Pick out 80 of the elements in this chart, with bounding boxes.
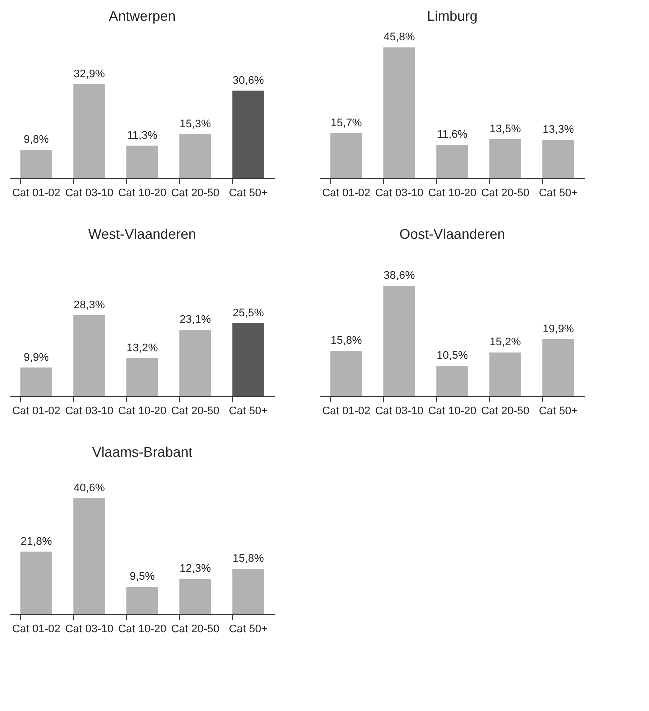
bar — [20, 552, 52, 614]
x-tick-label: Cat 10-20 — [118, 406, 167, 418]
data-label: 30,6% — [232, 74, 264, 87]
data-label: 9,8% — [24, 134, 50, 146]
x-tick-label: Cat 01-02 — [322, 188, 371, 200]
data-label: 15,3% — [180, 118, 212, 130]
bar — [180, 134, 212, 178]
x-tick-label: Cat 01-02 — [12, 188, 61, 200]
bar — [20, 368, 52, 396]
data-label: 10,5% — [436, 350, 468, 362]
x-tick-label: Cat 03-10 — [375, 188, 424, 200]
x-tick-label: Cat 20-50 — [481, 188, 530, 200]
data-label: 13,3% — [542, 124, 574, 136]
data-label: 15,2% — [490, 336, 522, 349]
data-label: 40,6% — [74, 482, 106, 494]
bar — [436, 144, 468, 178]
data-label: 15,8% — [232, 553, 264, 566]
x-tick-label: Cat 03-10 — [375, 406, 424, 418]
x-tick-label: Cat 10-20 — [118, 624, 167, 636]
chart-title: Oost-Vlaanderen — [400, 226, 506, 242]
x-tick-label: Cat 03-10 — [65, 188, 114, 200]
data-label: 13,2% — [126, 342, 158, 354]
data-label: 13,5% — [490, 124, 522, 136]
x-tick-label: Cat 03-10 — [65, 406, 114, 418]
data-label: 9,5% — [130, 570, 156, 583]
data-label: 23,1% — [180, 314, 212, 326]
x-tick-label: Cat 01-02 — [12, 406, 61, 418]
data-label: 28,3% — [74, 299, 106, 312]
bar — [74, 315, 106, 396]
bar — [330, 133, 362, 178]
bar — [126, 146, 158, 178]
bar — [384, 286, 416, 396]
bar — [232, 569, 264, 614]
x-tick-label: Cat 50+ — [539, 406, 578, 418]
bar — [490, 140, 522, 178]
chart-title: Vlaams-Brabant — [92, 444, 193, 460]
data-label: 11,6% — [437, 128, 468, 141]
bar — [330, 351, 362, 396]
chart-title: Limburg — [427, 8, 478, 24]
bar — [126, 586, 158, 614]
x-tick-label: Cat 50+ — [229, 624, 268, 636]
x-tick-label: Cat 20-50 — [171, 624, 220, 636]
x-tick-label: Cat 20-50 — [481, 406, 530, 418]
x-tick-label: Cat 03-10 — [65, 624, 114, 636]
bar — [384, 48, 416, 178]
data-label: 12,3% — [180, 562, 212, 575]
data-label: 45,8% — [384, 32, 416, 44]
data-label: 9,9% — [24, 352, 50, 364]
bar — [542, 339, 574, 396]
chart-title: West-Vlaanderen — [88, 226, 196, 242]
bar — [126, 358, 158, 396]
bar — [490, 352, 522, 396]
data-label: 32,9% — [74, 68, 106, 80]
data-label: 15,7% — [330, 117, 362, 130]
x-tick-label: Cat 01-02 — [12, 624, 61, 636]
bar — [232, 90, 264, 178]
bar — [20, 150, 52, 178]
x-tick-label: Cat 20-50 — [171, 406, 220, 418]
data-label: 15,8% — [330, 335, 362, 348]
data-label: 25,5% — [232, 307, 264, 320]
bar — [232, 323, 264, 396]
x-tick-label: Cat 10-20 — [428, 188, 477, 200]
bar — [436, 366, 468, 396]
data-label: 21,8% — [20, 536, 52, 548]
bar — [74, 498, 106, 614]
x-tick-label: Cat 20-50 — [171, 188, 220, 200]
x-tick-label: Cat 50+ — [229, 406, 268, 418]
x-tick-label: Cat 50+ — [229, 188, 268, 200]
chart-title: Antwerpen — [109, 8, 176, 24]
data-label: 38,6% — [384, 270, 416, 282]
bar — [74, 84, 106, 178]
bar — [180, 330, 212, 396]
data-label: 11,3% — [127, 130, 158, 142]
x-tick-label: Cat 50+ — [539, 188, 578, 200]
x-tick-label: Cat 10-20 — [428, 406, 477, 418]
x-tick-label: Cat 10-20 — [118, 188, 167, 200]
x-tick-label: Cat 01-02 — [322, 406, 371, 418]
bar — [180, 578, 212, 614]
bar — [542, 140, 574, 178]
data-label: 19,9% — [542, 323, 574, 336]
